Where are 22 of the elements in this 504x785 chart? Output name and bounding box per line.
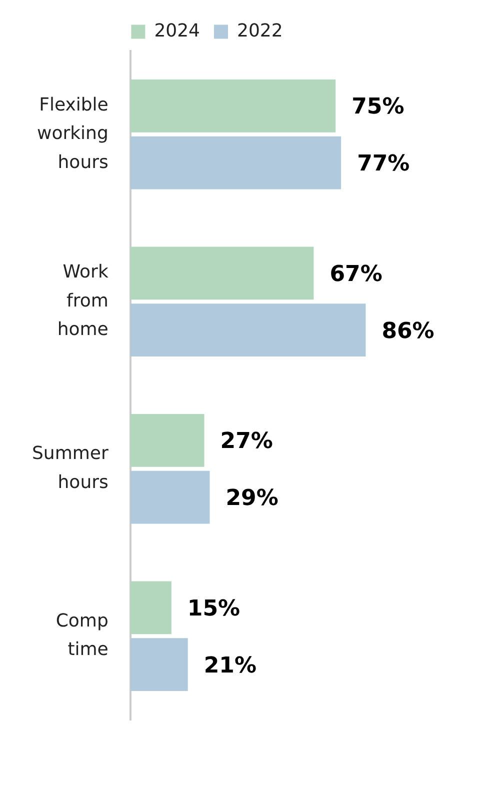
bar	[130, 638, 188, 692]
y-tick-label: Flexible working hours	[36, 94, 108, 173]
data-label: 15%	[187, 596, 240, 622]
data-label: 77%	[357, 152, 410, 177]
legend-label: 2022	[237, 20, 283, 42]
bar	[130, 246, 314, 300]
bar	[130, 414, 204, 467]
data-label: 75%	[352, 94, 404, 120]
bar	[130, 470, 210, 524]
bar	[130, 80, 336, 132]
data-label: 27%	[220, 429, 273, 454]
legend-label: 2024	[154, 20, 200, 42]
data-label: 21%	[204, 653, 257, 678]
data-label: 67%	[330, 262, 382, 287]
bar	[130, 136, 342, 190]
bar	[130, 304, 366, 357]
y-tick-label: Work from home	[57, 262, 109, 340]
data-label: 29%	[226, 486, 278, 512]
bar	[130, 581, 172, 634]
data-label: 86%	[382, 318, 434, 344]
y-tick-label: Summer hours	[32, 443, 109, 493]
y-tick-label: Comp time	[56, 610, 108, 660]
